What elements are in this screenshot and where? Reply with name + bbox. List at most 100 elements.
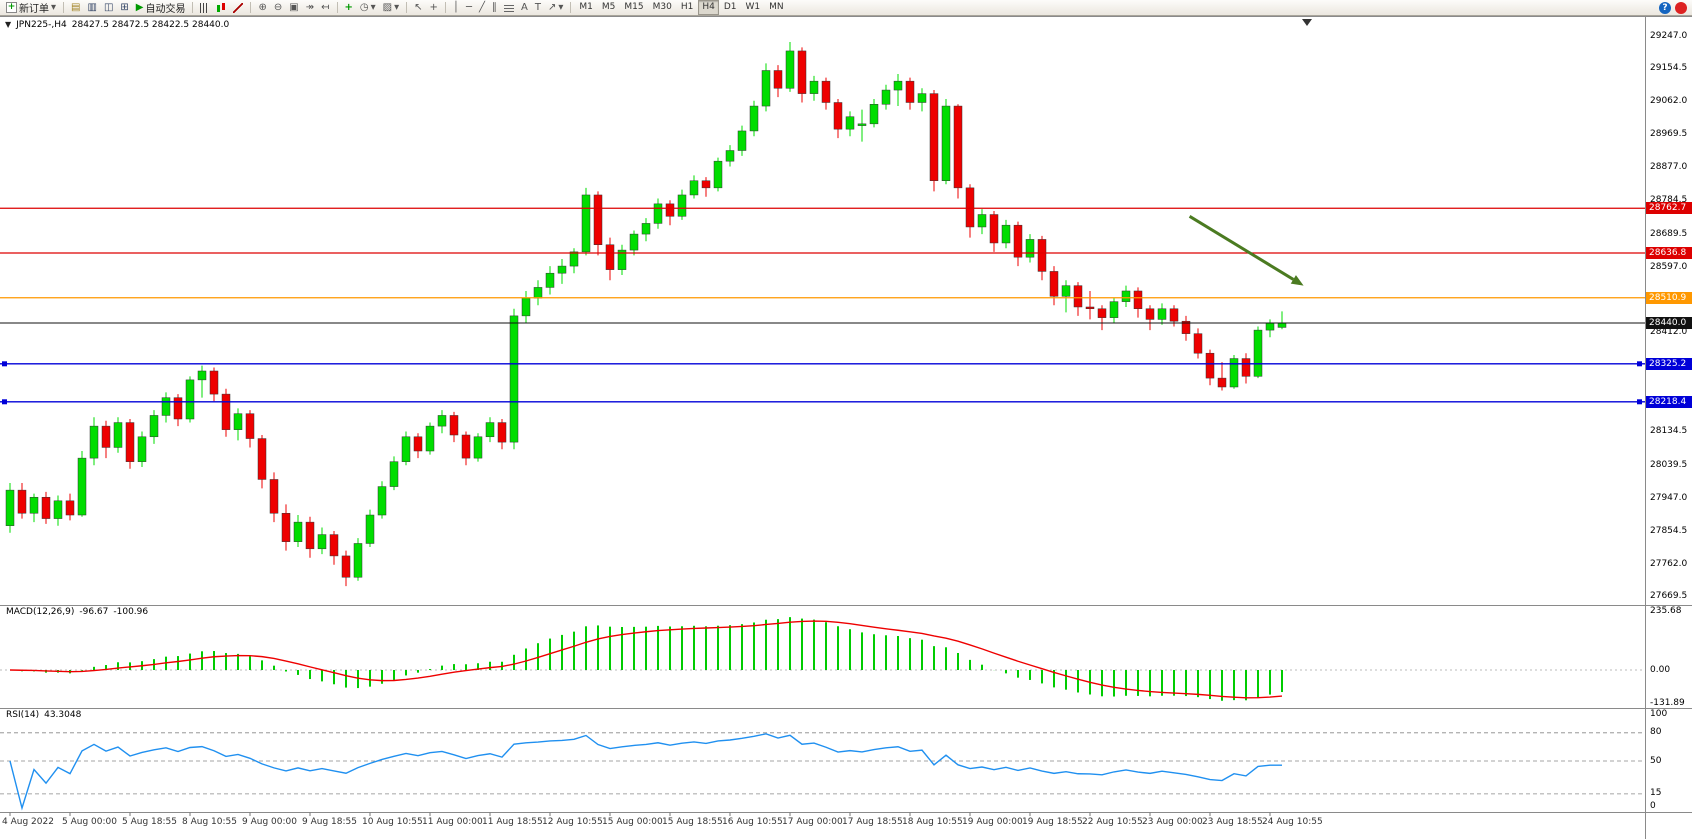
channel-button[interactable]: ∥ [489, 1, 500, 15]
bar-chart-button[interactable] [197, 1, 212, 15]
macd-value-main: -96.67 [79, 607, 109, 617]
chart-shift-marker[interactable] [1302, 19, 1312, 26]
toolbar: + 新订单 ▾ ▤ ▥ ◫ ⊞ ▶ 自动交易 ⊕ ⊖ ▣ ↠ ↤ + ◷ ▾ ▨ ▾… [0, 0, 1692, 16]
zoom-in-button[interactable]: ⊕ [255, 1, 269, 15]
rsi-pane-label: RSI(14) 43.3048 [6, 710, 86, 720]
autotrading-label: 自动交易 [145, 4, 186, 15]
timeframe-h4[interactable]: H4 [698, 0, 719, 15]
macd-pane-label: MACD(12,26,9) -96.67 -100.96 [6, 607, 153, 617]
line-chart-icon [233, 2, 244, 13]
chart-shift-button[interactable]: ↤ [318, 1, 332, 15]
navigator-icon: ⊞ [120, 1, 129, 13]
timeframe-m30[interactable]: M30 [652, 2, 672, 12]
crosshair-icon: + [429, 1, 438, 13]
chart-window-button[interactable]: ▤ [68, 1, 83, 15]
vertical-line-icon: │ [452, 1, 459, 13]
rsi-value: 43.3048 [44, 710, 82, 720]
profiles-icon: ▥ [87, 1, 97, 13]
auto-scroll-button[interactable]: ↠ [303, 1, 317, 15]
new-order-icon: + [6, 2, 17, 13]
timeframe-m5[interactable]: M5 [601, 2, 616, 12]
play-icon: ▶ [135, 1, 144, 13]
market-watch-button[interactable]: ◫ [101, 1, 116, 15]
toolbar-separator [63, 2, 65, 13]
label-button[interactable]: T [532, 1, 544, 15]
macd-histogram [21, 617, 1283, 701]
timeframe-h1[interactable]: H1 [680, 2, 694, 12]
bar-chart-icon [200, 2, 210, 13]
autotrading-button[interactable]: ▶ 自动交易 [133, 1, 189, 15]
zoom-in-icon: ⊕ [258, 1, 267, 13]
line-handle[interactable] [1637, 361, 1642, 367]
crosshair-button[interactable]: + [427, 1, 441, 15]
chart-shift-icon: ↤ [321, 1, 330, 13]
periods-button[interactable]: ◷ ▾ [357, 1, 379, 15]
annotation-arrow[interactable] [1188, 215, 1295, 281]
zoom-out-icon: ⊖ [273, 1, 283, 13]
rsi-label: RSI(14) [6, 710, 40, 720]
candlestick-button[interactable] [213, 1, 229, 15]
ohlc-values: 28427.5 28472.5 28422.5 28440.0 [71, 20, 230, 30]
fibonacci-icon [504, 3, 515, 12]
chevron-down-icon: ▾ [394, 1, 400, 13]
arrow-object-icon: ↗ [547, 1, 557, 13]
indicators-icon: + [344, 1, 353, 13]
tile-windows-icon: ▣ [289, 1, 299, 13]
collapse-caret-icon[interactable]: ▼ [5, 20, 12, 29]
templates-icon: ▨ [382, 1, 393, 13]
profiles-button[interactable]: ▥ [84, 1, 99, 15]
macd-value-signal: -100.96 [113, 607, 149, 617]
tile-windows-button[interactable]: ▣ [286, 1, 301, 15]
timeframe-m15[interactable]: M15 [624, 2, 644, 12]
navigator-button[interactable]: ⊞ [117, 1, 131, 15]
new-order-button[interactable]: + 新订单 ▾ [3, 1, 59, 15]
auto-scroll-icon: ↠ [305, 1, 315, 13]
cursor-button[interactable]: ↖ [411, 1, 425, 15]
toolbar-separator [444, 2, 446, 13]
label-icon: T [534, 1, 541, 13]
alert-icon[interactable] [1675, 1, 1687, 14]
timeframe-w1[interactable]: W1 [745, 2, 761, 12]
arrows-button[interactable]: ↗ ▾ [545, 1, 566, 15]
indicators-button[interactable]: + [342, 1, 356, 15]
fibonacci-button[interactable] [501, 1, 517, 15]
candlestick-icon [216, 2, 227, 13]
toolbar-separator [192, 2, 194, 13]
chevron-down-icon: ▾ [370, 1, 376, 13]
line-handle[interactable] [2, 361, 7, 367]
horizontal-line-icon: ─ [465, 1, 472, 13]
horizontal-line-button[interactable]: ─ [463, 1, 475, 15]
line-handle[interactable] [1637, 399, 1642, 405]
text-icon: A [521, 1, 528, 13]
text-button[interactable]: A [518, 1, 531, 15]
toolbar-separator [336, 2, 338, 13]
timeframe-d1[interactable]: D1 [723, 2, 737, 12]
toolbar-separator [250, 2, 252, 13]
help-icon[interactable]: ? [1659, 1, 1671, 14]
timeframe-m1[interactable]: M1 [579, 2, 593, 12]
templates-button[interactable]: ▨ ▾ [380, 1, 402, 15]
toolbar-separator [570, 2, 572, 13]
channel-icon: ∥ [492, 1, 498, 13]
cursor-icon: ↖ [414, 1, 423, 13]
zoom-out-button[interactable]: ⊖ [271, 1, 285, 15]
candles [5, 42, 1287, 587]
new-order-label: 新订单 [19, 4, 49, 15]
toolbar-right-group: ? [1659, 1, 1689, 14]
chevron-down-icon: ▾ [558, 1, 564, 13]
macd-signal-line [9, 620, 1283, 699]
rsi-line [9, 733, 1282, 811]
annotation-arrowhead[interactable] [1290, 275, 1304, 286]
trendline-icon: ╱ [478, 1, 486, 13]
timeframe-mn[interactable]: MN [769, 2, 784, 12]
symbol-ohlc-label: ▼ JPN225-,H4 28427.5 28472.5 28422.5 28440… [5, 20, 234, 30]
line-handle[interactable] [2, 399, 7, 405]
timeframe-group: M1 M5 M15 M30 H1 H4 D1 W1 MN [575, 0, 787, 15]
trendline-button[interactable]: ╱ [476, 1, 488, 15]
macd-label: MACD(12,26,9) [6, 607, 75, 617]
toolbar-separator [406, 2, 408, 13]
line-chart-button[interactable] [230, 1, 246, 15]
vertical-line-button[interactable]: │ [450, 1, 462, 15]
